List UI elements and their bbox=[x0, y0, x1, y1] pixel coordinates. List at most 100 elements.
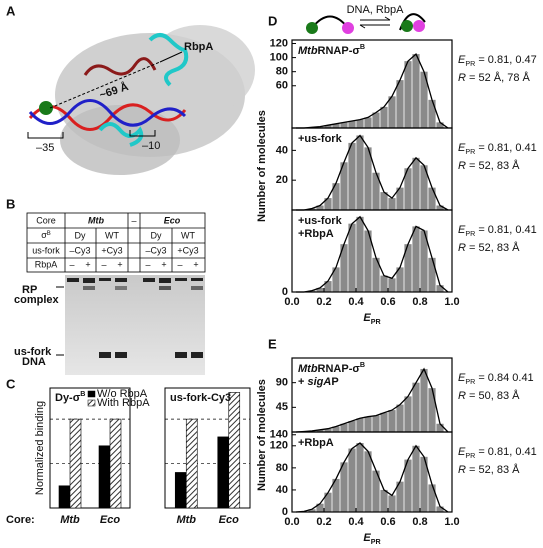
table-cell: WT bbox=[181, 230, 195, 240]
text-run: PR bbox=[465, 230, 475, 238]
fit-curve bbox=[296, 215, 449, 293]
annotation: EPR = 0.81, 0.41 bbox=[458, 446, 537, 460]
histogram-bar bbox=[388, 278, 396, 292]
histogram-bar bbox=[348, 448, 356, 512]
x-tick-label: 1.0 bbox=[444, 296, 459, 308]
text-run: sigA bbox=[307, 376, 331, 388]
histogram-bar bbox=[420, 165, 428, 210]
y-tick-label: 0 bbox=[282, 506, 288, 518]
histogram-bar bbox=[396, 187, 404, 210]
x-tick-label: 0.2 bbox=[316, 516, 331, 528]
x-tick-label: 0.4 bbox=[348, 516, 364, 528]
table-cell: σB bbox=[41, 230, 51, 240]
text-run: E bbox=[458, 142, 466, 154]
histogram-bar bbox=[404, 459, 412, 512]
structure bbox=[27, 25, 255, 175]
histogram-bar bbox=[380, 275, 388, 292]
text-run: = 0.81, 0.41 bbox=[475, 142, 536, 154]
histogram-bar bbox=[308, 208, 316, 210]
bar bbox=[174, 472, 187, 509]
text-run: = 52, 83 Å bbox=[466, 463, 520, 476]
text-run: = 0.84 0.41 bbox=[475, 372, 533, 384]
y-tick-label: 45 bbox=[276, 401, 288, 413]
y-tick-label: 90 bbox=[276, 377, 288, 389]
text-run: PR bbox=[465, 452, 475, 460]
histogram-bar bbox=[396, 481, 404, 512]
text-run: R bbox=[458, 464, 466, 476]
table-cell: + bbox=[85, 259, 90, 269]
text-run: us-fork-Cy3 bbox=[170, 392, 231, 404]
x-tick-label: 0.8 bbox=[412, 516, 427, 528]
gel-label: DNA bbox=[22, 356, 46, 368]
text-run: = 0.81, 0.41 bbox=[475, 446, 536, 458]
table-cell: RbpA bbox=[35, 259, 58, 269]
text-run: PR bbox=[465, 378, 475, 386]
panel-title: +us-fork bbox=[298, 215, 343, 227]
y-tick-label: 40 bbox=[276, 144, 288, 156]
histogram-bar bbox=[308, 290, 316, 292]
x-tick-label: 0.4 bbox=[348, 296, 364, 308]
table-cell: + bbox=[193, 259, 198, 269]
table-cell: – bbox=[145, 259, 150, 269]
histogram-bar bbox=[316, 429, 324, 432]
text-run: PR bbox=[465, 60, 475, 68]
histogram-bar bbox=[356, 216, 364, 292]
gel-label: us-fork bbox=[14, 346, 52, 358]
panel-label: C bbox=[6, 376, 16, 391]
histogram-bar bbox=[372, 415, 380, 432]
y-tick-label: 60 bbox=[276, 80, 288, 92]
histogram-bar bbox=[324, 281, 332, 292]
histogram-bar bbox=[348, 421, 356, 432]
text-run: E bbox=[458, 372, 466, 384]
y-tick-label: 40 bbox=[276, 484, 288, 496]
histogram-bar bbox=[380, 106, 388, 128]
table-cell: Dy bbox=[151, 230, 162, 240]
annotation: R = 52, 83 Å bbox=[458, 463, 520, 476]
text-run: Dy-σ bbox=[55, 392, 81, 404]
histogram-bar bbox=[428, 257, 436, 292]
legend-label: W/o RbpA bbox=[97, 388, 148, 400]
histogram-bar bbox=[396, 404, 404, 432]
y-axis-label: Number of molecules bbox=[256, 379, 268, 491]
x-tick-label: 0.2 bbox=[316, 296, 331, 308]
y-tick-label: 100 bbox=[270, 52, 288, 64]
annotation: R = 50, 83 Å bbox=[458, 389, 520, 402]
fit-curve bbox=[296, 53, 449, 129]
histogram-bar bbox=[412, 157, 420, 210]
table-cell: WT bbox=[105, 230, 119, 240]
annotation: EPR = 0.81, 0.41 bbox=[458, 224, 537, 238]
annotation: R = 52 Å, 78 Å bbox=[458, 71, 531, 84]
histogram-bar bbox=[420, 230, 428, 292]
x-tick-label: 0.0 bbox=[284, 296, 299, 308]
histogram-bar bbox=[404, 244, 412, 292]
histogram-bar bbox=[388, 410, 396, 432]
table-cell: us-fork bbox=[32, 245, 60, 255]
bar bbox=[109, 418, 122, 509]
annotation: R = 52, 83 Å bbox=[458, 241, 520, 254]
histogram-bar bbox=[332, 123, 340, 128]
panel-title: +us-fork bbox=[298, 133, 343, 145]
panel-label: B bbox=[6, 196, 15, 211]
panel-label: D bbox=[268, 13, 277, 28]
histogram-bar bbox=[380, 192, 388, 210]
histogram-bar bbox=[380, 412, 388, 432]
table-cell: +Cy3 bbox=[177, 245, 198, 255]
x-axis-label: EPR bbox=[363, 312, 381, 326]
text-run: R bbox=[458, 160, 466, 172]
bar bbox=[217, 436, 230, 509]
histogram-bar bbox=[436, 506, 444, 512]
text-run: = 52 Å, 78 Å bbox=[466, 71, 531, 84]
x-tick-label: 0.6 bbox=[380, 516, 395, 528]
text-run: +us-fork bbox=[298, 133, 343, 145]
histogram-bar bbox=[340, 122, 348, 128]
y-tick-label: 20 bbox=[276, 174, 288, 186]
histogram-bar bbox=[372, 470, 380, 512]
histogram-bar bbox=[404, 396, 412, 432]
table-cell: – bbox=[131, 215, 136, 225]
histogram-bar bbox=[356, 443, 364, 512]
histogram-bar bbox=[396, 80, 404, 128]
legend-swatch bbox=[87, 399, 96, 407]
x-tick-label: Mtb bbox=[176, 514, 196, 526]
text-run: +RbpA bbox=[298, 437, 334, 449]
bar bbox=[69, 418, 82, 509]
